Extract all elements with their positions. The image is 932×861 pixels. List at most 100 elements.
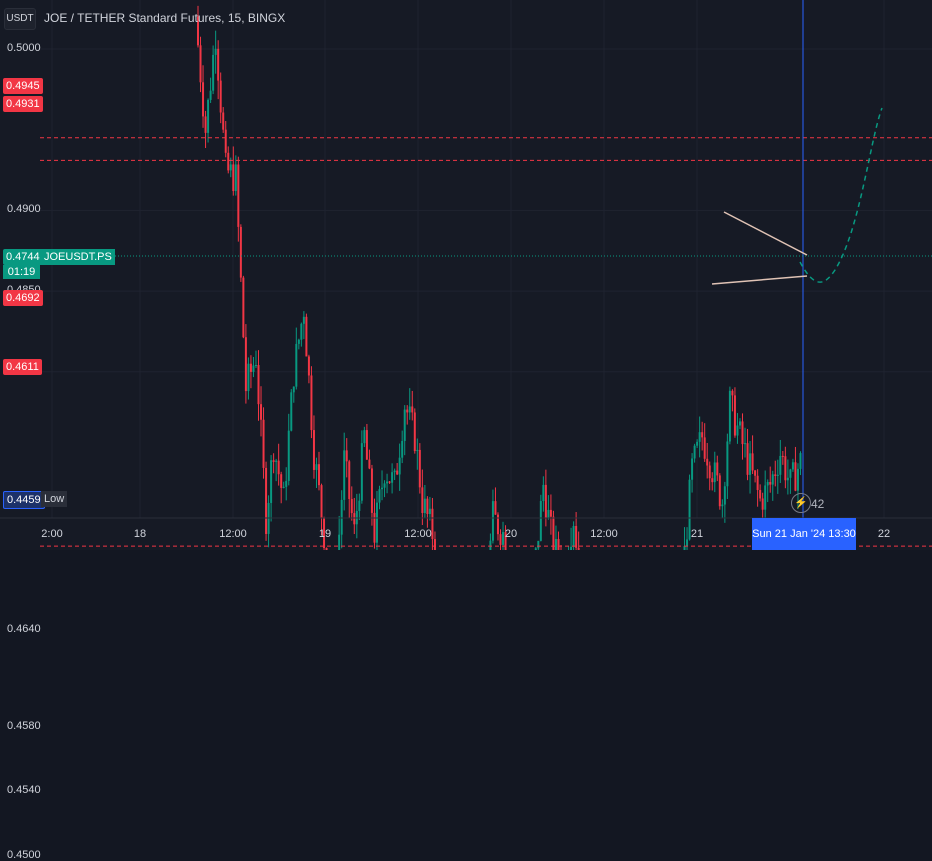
candle-body	[749, 453, 752, 475]
candle-body	[544, 484, 547, 519]
candle-body	[350, 499, 353, 514]
candle-body	[683, 546, 686, 550]
candle-body	[736, 425, 739, 436]
candle-body	[728, 390, 731, 442]
candle-body	[239, 226, 242, 278]
candle-body	[280, 474, 283, 488]
candle-body	[373, 512, 376, 543]
crosshair-date-badge: Sun 21 Jan '24 13:30	[752, 518, 856, 550]
candle-body	[217, 48, 220, 81]
candle-body	[431, 508, 434, 540]
candle-body	[393, 470, 396, 473]
price-axis-label: 0.4900	[7, 203, 41, 216]
candle-body	[323, 518, 326, 549]
candle-body	[383, 483, 386, 488]
lightning-icon[interactable]: ⚡	[791, 493, 811, 513]
candle-body	[688, 479, 691, 540]
candle-body	[242, 277, 245, 338]
candle-body	[499, 534, 502, 545]
price-chart[interactable]	[0, 0, 932, 550]
candle-body	[756, 475, 759, 491]
candle-body	[733, 395, 736, 436]
candle-body	[338, 534, 341, 550]
candle-body	[572, 526, 575, 547]
time-axis-label: 12:00	[219, 528, 247, 540]
candle-body	[779, 455, 782, 475]
candle-body	[381, 487, 384, 490]
candle-body	[290, 392, 293, 431]
candle-body	[237, 164, 240, 227]
candle-body	[202, 82, 205, 117]
candle-body	[285, 480, 288, 487]
alert-price-tag[interactable]: 0.4692	[3, 290, 43, 306]
candle-body	[312, 430, 315, 470]
candle-body	[277, 460, 280, 475]
alert-price-tag[interactable]: 0.4611	[3, 359, 42, 375]
candle-body	[721, 504, 724, 507]
candle-body	[547, 509, 550, 519]
candle-body	[302, 316, 305, 324]
candle-body	[723, 486, 726, 505]
candle-body	[297, 339, 300, 344]
candle-body	[691, 458, 694, 480]
candle-body	[398, 457, 401, 475]
candle-body	[318, 464, 320, 486]
candle-body	[207, 99, 210, 133]
candle-body	[219, 80, 222, 113]
candle-body	[711, 478, 714, 483]
candle-body	[706, 458, 709, 466]
triangle-lower-trendline[interactable]	[711, 275, 808, 285]
candle-body	[746, 443, 749, 475]
candle-body	[741, 421, 744, 445]
candle-body	[784, 456, 787, 481]
candle-body	[275, 460, 278, 462]
candle-body	[300, 323, 303, 340]
candle-body	[224, 129, 227, 153]
candle-body	[197, 16, 199, 46]
alert-price-tag[interactable]: 0.4931	[3, 96, 43, 112]
price-axis-label: 0.5000	[7, 42, 41, 54]
candle-body	[265, 467, 268, 534]
low-price-tag: 0.4459	[3, 491, 45, 509]
candle-body	[282, 486, 285, 488]
candle-body	[252, 365, 255, 372]
candle-body	[411, 406, 414, 413]
candle-body	[718, 475, 721, 507]
candle-body	[222, 112, 225, 130]
candle-body	[418, 449, 421, 488]
candle-body	[249, 363, 252, 372]
candle-body	[761, 498, 764, 510]
candle-body	[244, 337, 247, 392]
candle-body	[570, 546, 573, 550]
candle-body	[759, 490, 762, 499]
candle-body	[539, 501, 542, 541]
candle-body	[403, 409, 406, 441]
candle-body	[537, 540, 540, 549]
candle-body	[401, 440, 404, 458]
alert-price-tag[interactable]: 0.4945	[3, 78, 43, 94]
candle-body	[388, 481, 391, 483]
candle-body	[229, 164, 232, 171]
candle-body	[693, 445, 696, 459]
candle-body	[247, 363, 250, 392]
candle-body	[794, 462, 797, 491]
time-axis-label: 12:00	[590, 528, 618, 540]
alert-count: 42	[811, 497, 825, 511]
candle-body	[396, 470, 399, 475]
candle-body	[774, 474, 777, 477]
currency-button[interactable]: USDT	[4, 8, 36, 30]
candle-body	[494, 501, 497, 515]
candle-body	[577, 547, 580, 550]
candle-body	[504, 532, 507, 550]
low-label: Low	[41, 491, 68, 507]
triangle-upper-trendline[interactable]	[723, 211, 808, 256]
candle-body	[575, 526, 578, 548]
candle-body	[534, 548, 537, 550]
candle-body	[360, 443, 363, 501]
candle-body	[796, 468, 799, 491]
candle-body	[209, 90, 212, 100]
candle-body	[416, 449, 419, 452]
price-axis-label: 0.4640	[7, 623, 41, 636]
candle-body	[764, 485, 767, 510]
